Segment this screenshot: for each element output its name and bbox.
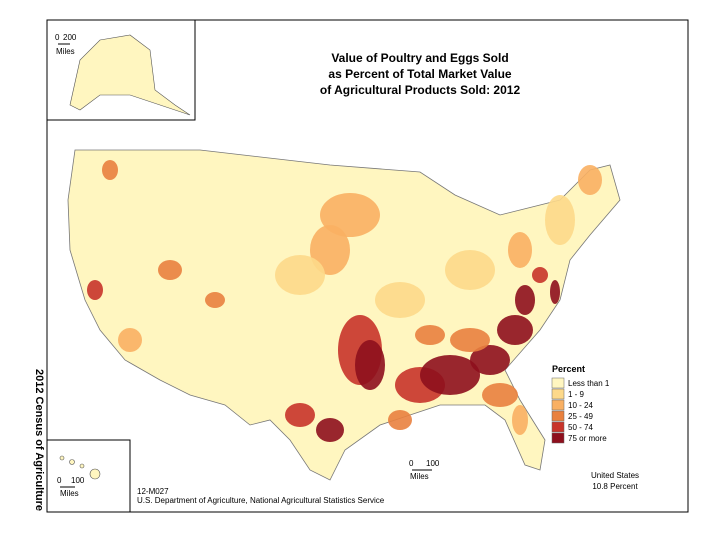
- county-cluster: [515, 285, 535, 315]
- frame: [46, 19, 689, 513]
- title-line: as Percent of Total Market Value: [328, 67, 512, 81]
- county-cluster: [87, 280, 103, 300]
- county-cluster: [550, 280, 560, 304]
- county-cluster: [482, 383, 518, 407]
- county-clusters: [87, 160, 602, 442]
- county-cluster: [545, 195, 575, 245]
- county-cluster: [470, 345, 510, 375]
- us-outline: [67, 149, 621, 481]
- alaska-inset: [46, 19, 196, 121]
- county-cluster: [158, 260, 182, 280]
- side-label: 2012 Census of Agriculture: [33, 369, 45, 511]
- county-cluster: [532, 267, 548, 283]
- legend-swatch: [551, 388, 565, 400]
- county-cluster: [420, 355, 480, 395]
- county-cluster: [355, 340, 385, 390]
- county-cluster: [508, 232, 532, 268]
- county-cluster: [445, 250, 495, 290]
- county-cluster: [285, 403, 315, 427]
- county-cluster: [415, 325, 445, 345]
- county-cluster: [205, 292, 225, 308]
- scale-tick: 200: [63, 33, 77, 42]
- scale-tick: 0: [55, 33, 60, 42]
- legend-label: 10 - 24: [568, 401, 593, 410]
- legend: Percent Less than 1 1 - 9 10 - 24 25 - 49 50…: [551, 364, 610, 444]
- hawaii-shapes: [59, 455, 101, 480]
- county-cluster: [275, 255, 325, 295]
- legend-title: Percent: [552, 364, 585, 374]
- county-cluster: [316, 418, 344, 442]
- legend-label: 1 - 9: [568, 390, 585, 399]
- title-line: Value of Poultry and Eggs Sold: [331, 51, 508, 65]
- title-line: of Agricultural Products Sold: 2012: [320, 83, 521, 97]
- legend-swatch: [551, 432, 565, 444]
- scale-bar: 0 100 Miles: [409, 459, 440, 481]
- legend-swatch: [551, 410, 565, 422]
- scale-unit: Miles: [56, 47, 75, 56]
- county-cluster: [497, 315, 533, 345]
- scale-unit: Miles: [410, 472, 429, 481]
- county-cluster: [118, 328, 142, 352]
- legend-label: 25 - 49: [568, 412, 593, 421]
- alaska-shape: [69, 34, 191, 116]
- county-cluster: [375, 282, 425, 318]
- county-cluster: [310, 225, 350, 275]
- scale-tick: 0: [57, 476, 62, 485]
- county-cluster: [578, 165, 602, 195]
- legend-swatch: [551, 377, 565, 389]
- us-total: United States: [591, 471, 639, 480]
- scale-tick: 0: [409, 459, 414, 468]
- scale-tick: 100: [426, 459, 440, 468]
- scale-bar: 0 200 Miles: [55, 33, 77, 56]
- scale-bar: 0 100 Miles: [57, 476, 85, 498]
- hawaii-inset: [46, 439, 131, 513]
- legend-swatch: [551, 421, 565, 433]
- legend-label: Less than 1: [568, 379, 610, 388]
- us-total: 10.8 Percent: [592, 482, 638, 491]
- county-cluster: [450, 328, 490, 352]
- source: U.S. Department of Agriculture, National…: [137, 496, 385, 505]
- county-cluster: [512, 405, 528, 435]
- legend-swatch: [551, 399, 565, 411]
- county-cluster: [102, 160, 118, 180]
- scale-tick: 100: [71, 476, 85, 485]
- map-id: 12-M027: [137, 487, 169, 496]
- county-cluster: [388, 410, 412, 430]
- scale-unit: Miles: [60, 489, 79, 498]
- legend-label: 75 or more: [568, 434, 607, 443]
- legend-label: 50 - 74: [568, 423, 593, 432]
